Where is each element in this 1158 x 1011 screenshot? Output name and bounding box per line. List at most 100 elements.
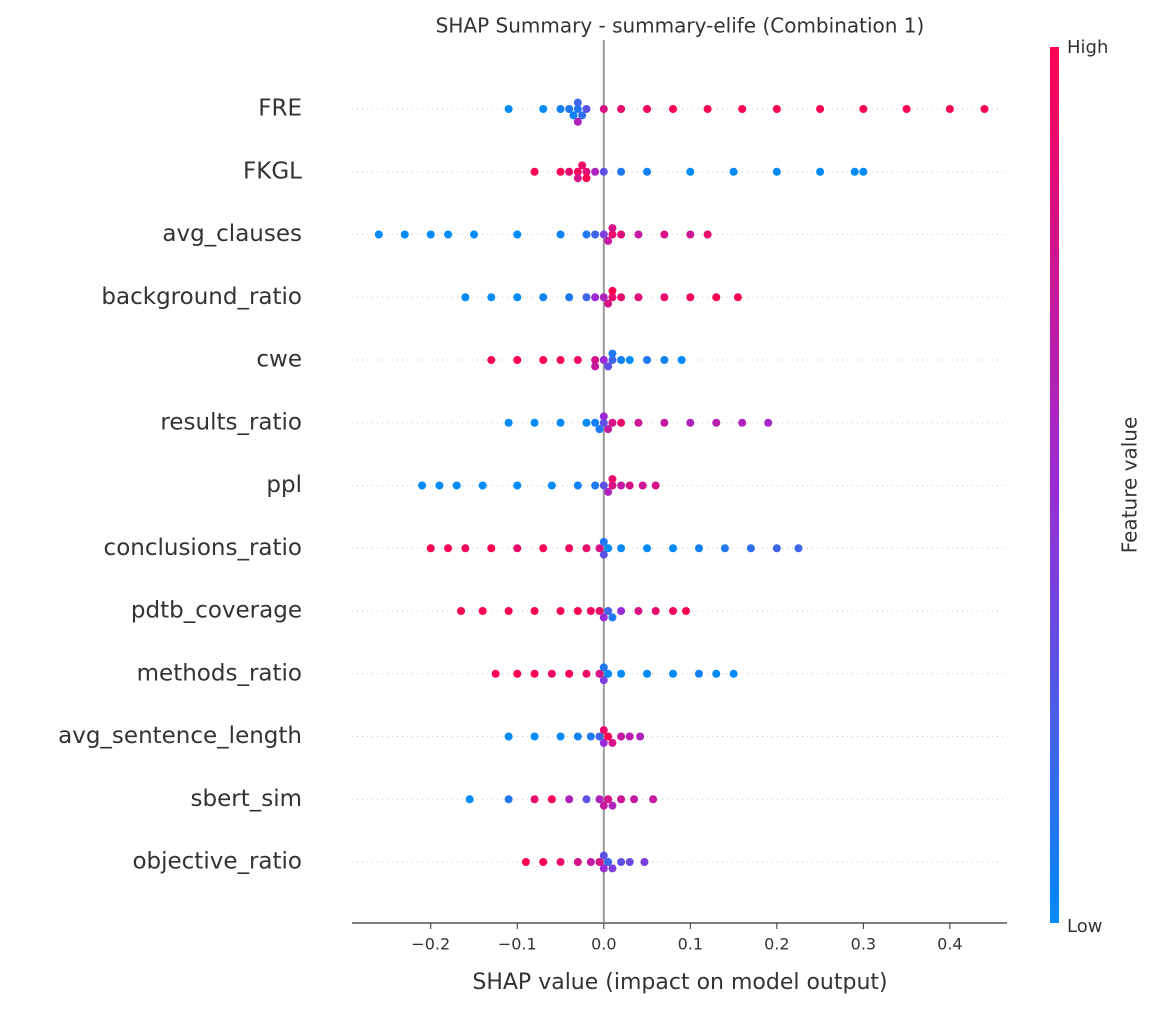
- shap-dot: [444, 544, 453, 553]
- shap-dot: [513, 230, 522, 239]
- shap-dot: [573, 607, 582, 615]
- shap-dot: [573, 481, 582, 490]
- shap-dot: [604, 607, 613, 615]
- shap-dot: [374, 230, 383, 239]
- shap-dot: [573, 174, 582, 183]
- shap-dot: [850, 167, 859, 176]
- shap-dot: [617, 858, 626, 866]
- shap-dot: [608, 418, 617, 427]
- shap-dot: [643, 356, 652, 364]
- shap-dot: [599, 293, 608, 302]
- shap-dot: [599, 418, 608, 427]
- feature-label: objective_ratio: [132, 849, 302, 875]
- shap-dot: [491, 669, 500, 678]
- shap-dot: [634, 607, 643, 615]
- shap-dot: [465, 795, 474, 804]
- shap-dot: [794, 544, 803, 553]
- shap-dot: [643, 669, 652, 678]
- shap-dot: [617, 167, 626, 176]
- shap-dot: [643, 167, 652, 176]
- shap-dot: [669, 105, 678, 113]
- shap-dot: [617, 669, 626, 678]
- shap-dot: [573, 732, 582, 741]
- shap-dot: [772, 105, 781, 113]
- shap-dot: [669, 544, 678, 553]
- shap-dot: [638, 481, 647, 490]
- shap-dot: [608, 864, 617, 873]
- shap-dot: [582, 293, 591, 302]
- feature-label: FKGL: [243, 158, 302, 184]
- shap-dot: [608, 224, 617, 233]
- shap-dot: [504, 732, 513, 741]
- shap-dot: [504, 795, 513, 804]
- shap-dot: [816, 105, 825, 113]
- shap-dot: [694, 544, 703, 553]
- shap-dot: [729, 669, 738, 678]
- shap-dot: [591, 167, 600, 176]
- shap-dot: [595, 425, 604, 434]
- shap-dot: [478, 481, 487, 490]
- shap-dot: [604, 362, 613, 371]
- shap-dot: [686, 293, 695, 302]
- shap-dot: [599, 676, 608, 685]
- shap-dot: [729, 167, 738, 176]
- shap-dot: [599, 550, 608, 559]
- colorbar-high: High: [1067, 37, 1108, 58]
- shap-dot: [660, 356, 669, 364]
- shap-dot: [859, 105, 868, 113]
- shap-dot: [565, 795, 574, 804]
- shap-dot: [565, 105, 574, 113]
- shap-dot: [608, 293, 617, 302]
- shap-dot: [530, 795, 539, 804]
- shap-dot: [573, 117, 582, 126]
- shap-dot: [772, 167, 781, 176]
- x-tick-label: 0.4: [937, 935, 962, 954]
- shap-dot: [539, 544, 548, 553]
- shap-dot: [513, 544, 522, 553]
- shap-dot: [599, 537, 608, 546]
- shap-dot: [530, 669, 539, 678]
- shap-dot: [539, 105, 548, 113]
- shap-dot: [599, 864, 608, 873]
- shap-dot: [591, 356, 600, 364]
- shap-dot: [470, 230, 479, 239]
- shap-dot: [720, 544, 729, 553]
- shap-dot: [617, 105, 626, 113]
- shap-dot: [547, 795, 556, 804]
- shap-dot: [591, 481, 600, 490]
- shap-dot: [608, 349, 617, 358]
- shap-dot: [595, 669, 604, 678]
- colorbar-label: Feature value: [1118, 417, 1142, 554]
- shap-dot: [457, 607, 466, 615]
- shap-dot: [604, 732, 613, 741]
- feature-label: background_ratio: [101, 284, 302, 310]
- shap-dot: [686, 167, 695, 176]
- shap-dot: [902, 105, 911, 113]
- shap-dot: [582, 669, 591, 678]
- shap-dot: [530, 607, 539, 615]
- shap-dot: [686, 230, 695, 239]
- feature-label: conclusions_ratio: [104, 535, 302, 561]
- shap-dot: [660, 418, 669, 427]
- shap-dot: [452, 481, 461, 490]
- shap-dot: [599, 726, 608, 735]
- shap-dot: [487, 356, 496, 364]
- feature-label: pdtb_coverage: [131, 598, 302, 624]
- shap-dot: [573, 98, 582, 107]
- shap-dot: [625, 858, 634, 866]
- shap-dot: [634, 418, 643, 427]
- x-axis-label: SHAP value (impact on model output): [472, 970, 887, 995]
- shap-dot: [556, 230, 565, 239]
- shap-dot: [400, 230, 409, 239]
- chart-title: SHAP Summary - summary-elife (Combinatio…: [436, 14, 925, 38]
- shap-dot: [521, 858, 530, 866]
- shap-dot: [604, 487, 613, 496]
- shap-dot: [617, 230, 626, 239]
- shap-dot: [556, 607, 565, 615]
- shap-dot: [617, 481, 626, 490]
- shap-dot: [418, 481, 427, 490]
- shap-dot: [591, 418, 600, 427]
- shap-dot: [539, 293, 548, 302]
- shap-dot: [578, 111, 587, 120]
- shap-dot: [556, 356, 565, 364]
